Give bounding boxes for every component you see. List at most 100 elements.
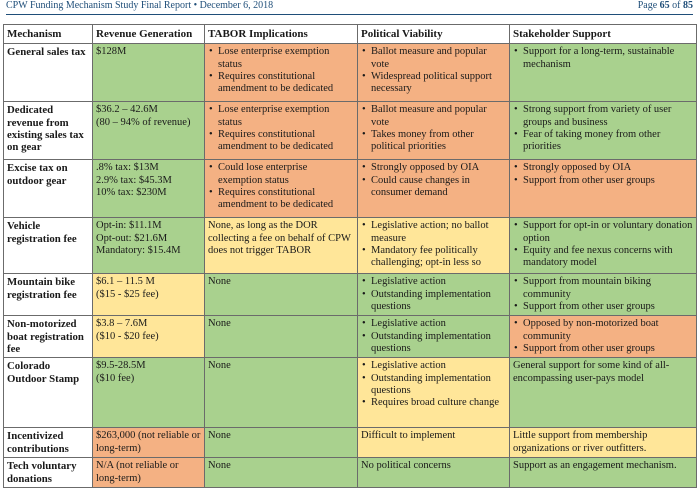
revenue-cell: .8% tax: $13M 2.9% tax: $45.3M 10% tax: $2… [92,159,205,219]
cell-text: ($15 - $25 fee) [96,288,159,300]
political-cell: Difficult to implement [357,427,510,459]
cell-text: None [208,276,231,288]
bullet-list: Support for opt-in or voluntary donation… [513,220,693,269]
stakeholder-cell: Support as an engagement mechanism. [509,457,697,489]
stakeholder-cell: Little support from membership organizat… [509,427,697,459]
tabor-cell: Could lose enterprise exemption statusRe… [204,159,358,219]
cell-text: $6.1 – 11.5 M [96,276,155,288]
table-row: General sales tax$128M Lose enterprise ex… [3,43,697,103]
mechanism-cell: Excise tax on outdoor gear [3,159,93,219]
cell-text: None [208,460,231,472]
bullet-item: Support for a long-term, sustainable mec… [514,46,693,71]
bullet-item: Legislative action [362,318,506,331]
tabor-cell: None [204,357,358,429]
mechanism-cell: Dedicated revenue from existing sales ta… [3,101,93,161]
table-row: Incentivized contributions $263,000 (not … [3,427,697,459]
cell-text: None [208,430,231,442]
table-row: Tech voluntary donations N/A (not reliabl… [3,457,697,489]
tabor-cell: Lose enterprise exemption statusRequires… [204,101,358,161]
cell-text: .8% tax: $13M [96,162,159,174]
column-header: TABOR Implications [204,23,358,45]
bullet-list: Opposed by non-motorized boat communityS… [513,318,693,355]
bullet-list: Strong support from variety of user grou… [513,104,693,153]
bullet-list: Strongly opposed by OIACould cause chang… [361,162,506,199]
bullet-item: Opposed by non-motorized boat community [514,318,693,343]
revenue-cell: $9.5-28.5M ($10 fee) [92,357,205,429]
bullet-item: Requires constitutional amendment to be … [209,187,354,212]
report-title: CPW Funding Mechanism Study Final Report… [6,0,274,11]
political-cell: Ballot measure and popular voteTakes mon… [357,101,510,161]
bullet-list: Legislative actionOutstanding implementa… [361,360,506,409]
cell-text: 10% tax: $230M [96,186,167,198]
political-cell: Ballot measure and popular voteWidesprea… [357,43,510,103]
mechanism-cell: Non-motorized boat registration fee [3,315,93,359]
cell-text: None, as long as the DOR collecting a fe… [208,220,351,256]
tabor-cell: Lose enterprise exemption statusRequires… [204,43,358,103]
table-header-row: Mechanism Revenue Generation TABOR Impli… [3,23,697,45]
header-rule [6,14,693,15]
tabor-cell: None [204,315,358,359]
table-row: Colorado Outdoor Stamp $9.5-28.5M ($10 fee… [3,357,697,429]
cell-text: ($10 fee) [96,372,135,384]
table-row: Vehicle registration fee Opt-in: $11.1M Op… [3,217,697,275]
political-cell: Legislative actionOutstanding implementa… [357,273,510,317]
bullet-list: Ballot measure and popular voteWidesprea… [361,46,506,95]
table-row: Mountain bike registration fee $6.1 – 11.… [3,273,697,317]
bullet-item: Requires broad culture change [362,397,506,410]
cell-text: Support as an engagement mechanism. [513,460,677,472]
tabor-cell: None, as long as the DOR collecting a fe… [204,217,358,275]
bullet-item: Support from other user groups [514,301,693,314]
cell-text: General support for some kind of all-enc… [513,360,670,384]
political-cell: Legislative actionOutstanding implementa… [357,357,510,429]
bullet-item: Ballot measure and popular vote [362,104,506,129]
bullet-item: Could lose enterprise exemption status [209,162,354,187]
funding-mechanism-table: Mechanism Revenue Generation TABOR Impli… [3,23,697,489]
political-cell: Legislative actionOutstanding implementa… [357,315,510,359]
mechanism-cell: Incentivized contributions [3,427,93,459]
bullet-item: Equity and fee nexus concerns with manda… [514,245,693,270]
cell-text: $128M [96,46,127,58]
bullet-item: Support for opt-in or voluntary donation… [514,220,693,245]
page-header: CPW Funding Mechanism Study Final Report… [6,0,693,15]
revenue-cell: $3.8 – 7.6M ($10 - $20 fee) [92,315,205,359]
bullet-item: Legislative action; no ballot measure [362,220,506,245]
bullet-item: Ballot measure and popular vote [362,46,506,71]
revenue-cell: $36.2 – 42.6M (80 – 94% of revenue) [92,101,205,161]
cell-text: $263,000 (not reliable or long-term) [96,430,201,454]
column-header: Political Viability [357,23,510,45]
cell-text: ($10 - $20 fee) [96,330,159,342]
revenue-cell: Opt-in: $11.1M Opt-out: $21.6M Mandatory: … [92,217,205,275]
revenue-cell: N/A (not reliable or long-term) [92,457,205,489]
cell-text: Little support from membership organizat… [513,430,648,454]
stakeholder-cell: Support for opt-in or voluntary donation… [509,217,697,275]
column-header: Revenue Generation [92,23,205,45]
table-body: General sales tax$128M Lose enterprise ex… [3,43,697,489]
mechanism-cell: General sales tax [3,43,93,103]
cell-text: Opt-out: $21.6M [96,232,168,244]
cell-text: Difficult to implement [361,430,456,442]
bullet-item: Takes money from other political priorit… [362,129,506,154]
cell-text: None [208,360,231,372]
page-current: 65 [659,0,670,11]
bullet-item: Lose enterprise exemption status [209,104,354,129]
revenue-cell: $263,000 (not reliable or long-term) [92,427,205,459]
bullet-item: Outstanding implementation questions [362,331,506,356]
stakeholder-cell: General support for some kind of all-enc… [509,357,697,429]
bullet-list: Legislative actionOutstanding implementa… [361,318,506,355]
political-cell: Legislative action; no ballot measureMan… [357,217,510,275]
stakeholder-cell: Opposed by non-motorized boat communityS… [509,315,697,359]
bullet-list: Legislative action; no ballot measureMan… [361,220,506,269]
bullet-item: Mandatory fee politically challenging; o… [362,245,506,270]
bullet-list: Support for a long-term, sustainable mec… [513,46,693,71]
table-row: Non-motorized boat registration fee $3.8 … [3,315,697,359]
bullet-item: Lose enterprise exemption status [209,46,354,71]
cell-text: No political concerns [361,460,451,472]
bullet-item: Strong support from variety of user grou… [514,104,693,129]
bullet-item: Could cause changes in consumer demand [362,175,506,200]
bullet-item: Outstanding implementation questions [362,289,506,314]
bullet-item: Fear of taking money from other prioriti… [514,129,693,154]
bullet-list: Lose enterprise exemption statusRequires… [208,46,354,95]
bullet-item: Outstanding implementation questions [362,373,506,398]
table-row: Excise tax on outdoor gear .8% tax: $13M 2… [3,159,697,219]
mechanism-cell: Colorado Outdoor Stamp [3,357,93,429]
